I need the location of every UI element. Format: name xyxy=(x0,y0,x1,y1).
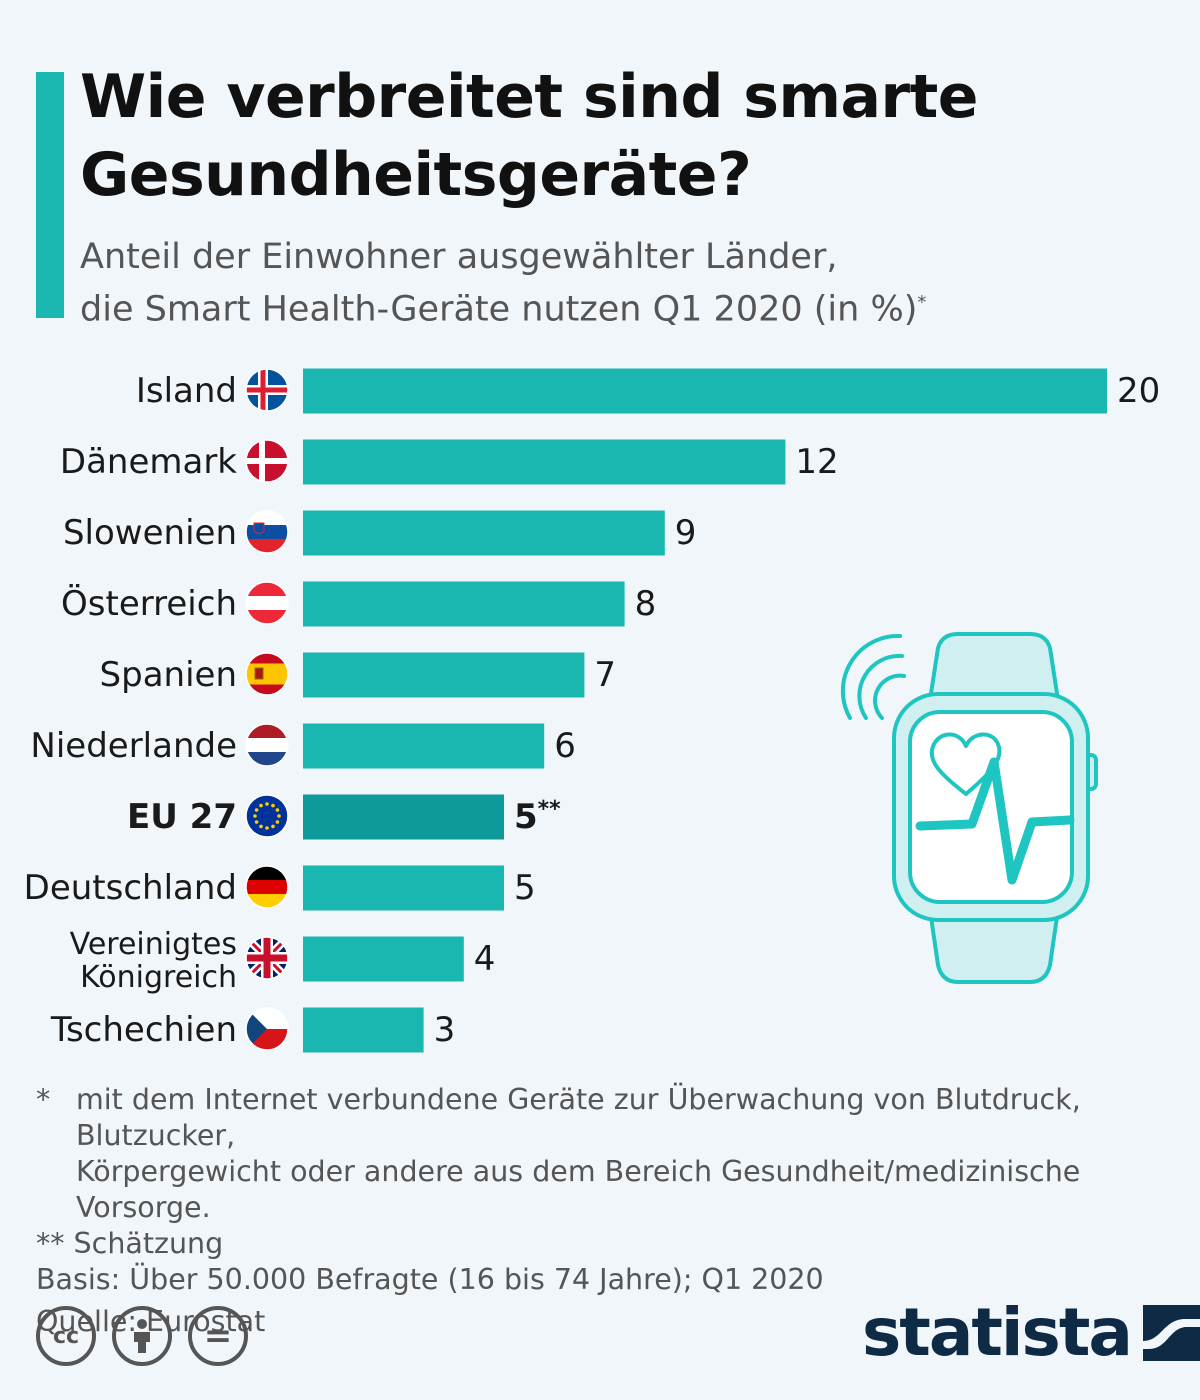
smartwatch-heart-icon xyxy=(840,632,1098,984)
bar-eu-27 xyxy=(303,794,504,840)
category-label: Island xyxy=(136,371,237,411)
category-label: Deutschland xyxy=(24,868,237,908)
bar-slowenien xyxy=(303,510,665,556)
category-label: Dänemark xyxy=(60,442,237,482)
subtitle-line-1: Anteil der Einwohner ausgewählter Länder… xyxy=(80,237,838,277)
bar-vereinigtes-königreich xyxy=(303,936,464,982)
bar-chart: 20 Island 12 Dänemark 9 Slowenien 8 Österreich 7… xyxy=(24,368,1160,1053)
category-label: Slowenien xyxy=(63,513,237,553)
value-label: 7 xyxy=(594,655,616,695)
subtitle-line-2: die Smart Health-Geräte nutzen Q1 2020 (… xyxy=(80,289,918,330)
footnote-1-mark: * xyxy=(36,1083,51,1116)
value-label: 12 xyxy=(795,442,838,482)
value-label: 5 xyxy=(514,868,536,908)
statista-logo[interactable]: statista xyxy=(862,1294,1200,1371)
attribution-icon[interactable] xyxy=(112,1306,172,1366)
flag-czechia-icon xyxy=(245,1007,289,1051)
accent-bar xyxy=(36,72,64,318)
bar-island xyxy=(303,368,1107,414)
value-label: 20 xyxy=(1117,371,1160,411)
statista-logo-icon xyxy=(1142,1304,1200,1361)
creative-commons-icon[interactable]: cc xyxy=(36,1306,96,1366)
bar-tschechien xyxy=(303,1007,424,1053)
chart-subtitle: Anteil der Einwohner ausgewählter Länder… xyxy=(80,234,1170,333)
category-label: Spanien xyxy=(100,655,237,695)
bars-layer: 20 Island 12 Dänemark 9 Slowenien 8 Österreich 7… xyxy=(24,368,1160,1053)
bar-dänemark xyxy=(303,439,786,485)
flag-denmark-icon xyxy=(245,439,289,483)
flag-eu-icon xyxy=(245,794,289,838)
bar-spanien xyxy=(303,652,585,698)
statista-wordmark: statista xyxy=(862,1294,1133,1371)
footnote-1-line-1: mit dem Internet verbundene Geräte zur Ü… xyxy=(76,1083,1081,1152)
category-label: Niederlande xyxy=(30,726,237,766)
category-label: Vereinigtes Königreich xyxy=(70,927,237,995)
no-derivatives-icon[interactable]: = xyxy=(188,1306,248,1366)
value-label: 5** xyxy=(514,797,561,837)
flag-iceland-icon xyxy=(245,368,289,412)
subtitle-footnote-mark: * xyxy=(917,292,927,313)
bar-österreich xyxy=(303,581,625,627)
category-label: EU 27 xyxy=(127,797,237,837)
flag-austria-icon xyxy=(245,581,289,625)
flag-germany-icon xyxy=(245,865,289,909)
footnote-1-line-2: Körpergewicht oder andere aus dem Bereic… xyxy=(76,1155,1081,1224)
value-label: 4 xyxy=(474,939,496,979)
flag-uk-icon xyxy=(245,936,289,980)
flag-netherlands-icon xyxy=(245,723,289,767)
license-icons[interactable]: cc = xyxy=(36,1306,248,1366)
value-label: 9 xyxy=(675,513,697,553)
footnote-2: ** Schätzung xyxy=(36,1227,224,1260)
category-label: Österreich xyxy=(61,583,237,624)
flag-slovenia-icon xyxy=(245,510,289,554)
flag-spain-icon xyxy=(245,652,289,696)
chart-title: Wie verbreitet sind smarte Gesundheitsge… xyxy=(80,62,979,210)
value-label: 3 xyxy=(434,1010,456,1050)
footnote-1: * mit dem Internet verbundene Geräte zur… xyxy=(36,1082,1186,1226)
bar-niederlande xyxy=(303,723,545,769)
basis-note: Basis: Über 50.000 Befragte (16 bis 74 J… xyxy=(36,1263,824,1296)
footnotes: * mit dem Internet verbundene Geräte zur… xyxy=(36,1082,1186,1340)
category-label: Tschechien xyxy=(50,1010,237,1050)
bar-deutschland xyxy=(303,865,504,911)
value-label: 6 xyxy=(554,726,576,766)
value-label: 8 xyxy=(635,584,657,624)
